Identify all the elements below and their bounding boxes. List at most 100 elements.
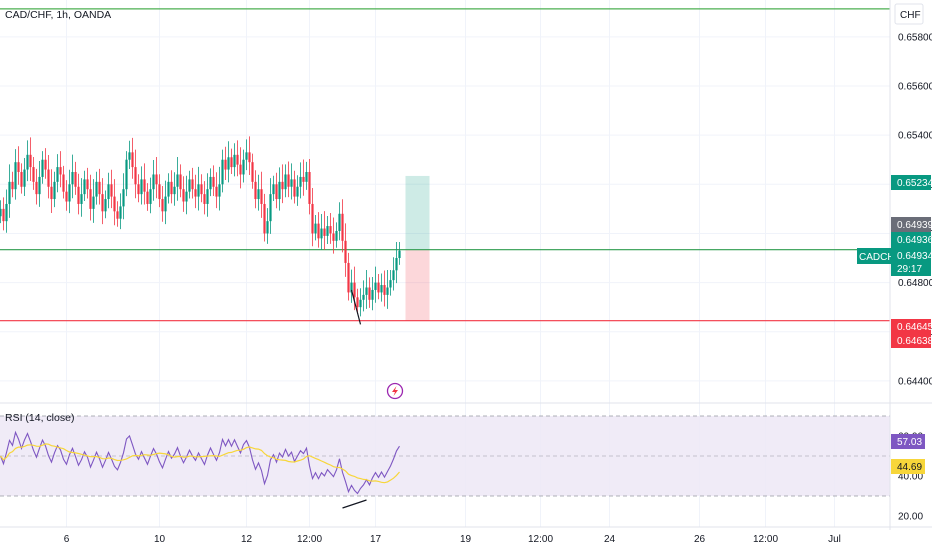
candle-body bbox=[197, 184, 200, 197]
divergence-lines[interactable] bbox=[342, 289, 367, 509]
candle bbox=[17, 146, 20, 185]
candle bbox=[80, 178, 83, 217]
candle-body bbox=[65, 191, 68, 202]
candle bbox=[158, 174, 161, 208]
svg-text:0.65234: 0.65234 bbox=[897, 178, 932, 189]
candle bbox=[29, 137, 32, 182]
time-tick-label: 17 bbox=[370, 534, 382, 545]
candle bbox=[350, 269, 353, 303]
price-divergence-line bbox=[350, 289, 362, 325]
candle-body bbox=[146, 191, 149, 204]
candle bbox=[287, 161, 290, 198]
time-tick-label: 24 bbox=[604, 534, 616, 545]
candle bbox=[284, 164, 287, 198]
svg-text:0.64638: 0.64638 bbox=[897, 336, 932, 347]
candle bbox=[176, 157, 179, 201]
candle bbox=[122, 173, 125, 220]
candle bbox=[131, 137, 134, 179]
candle bbox=[83, 170, 86, 202]
candle-body bbox=[203, 194, 206, 204]
symbol-title[interactable]: CAD/CHF, 1h, OANDA bbox=[5, 9, 111, 21]
candle-body bbox=[38, 176, 41, 195]
candle-body bbox=[122, 189, 125, 207]
candle bbox=[173, 172, 176, 206]
candle-body bbox=[113, 196, 116, 212]
candle bbox=[317, 212, 320, 248]
candle-body bbox=[287, 174, 290, 187]
long-position-tool[interactable] bbox=[405, 175, 430, 321]
svg-text:0.64934: 0.64934 bbox=[897, 251, 932, 262]
candle bbox=[332, 217, 335, 254]
candle bbox=[389, 270, 392, 296]
candle-body bbox=[8, 181, 11, 204]
candle bbox=[185, 175, 188, 215]
candle-body bbox=[305, 172, 308, 182]
last-price-tag: 0.64934 29:17 bbox=[891, 247, 932, 276]
rsi-line bbox=[0, 430, 400, 495]
candle bbox=[59, 151, 62, 188]
candle bbox=[269, 178, 272, 234]
candle bbox=[89, 174, 92, 221]
candle-body bbox=[164, 196, 167, 212]
candle bbox=[119, 193, 122, 230]
candle bbox=[383, 270, 386, 307]
candle bbox=[2, 197, 5, 231]
candle-body bbox=[35, 181, 38, 195]
time-tick-label: 10 bbox=[154, 534, 166, 545]
candle-body bbox=[167, 181, 170, 197]
candle bbox=[20, 163, 23, 194]
candle bbox=[38, 160, 41, 207]
candle-body bbox=[359, 299, 362, 308]
candle bbox=[209, 168, 212, 197]
candle-body bbox=[278, 181, 281, 200]
candle bbox=[254, 170, 257, 209]
candle bbox=[356, 288, 359, 315]
candle bbox=[368, 277, 371, 308]
svg-text:57.03: 57.03 bbox=[897, 437, 922, 448]
profit-zone bbox=[405, 175, 430, 250]
time-axis[interactable]: 6 10 12 12:00 17 19 12:00 24 26 12:00 Jul bbox=[64, 534, 841, 545]
candle bbox=[377, 273, 380, 300]
currency-button[interactable] bbox=[894, 3, 924, 25]
candle-body bbox=[311, 203, 314, 234]
candle-body bbox=[392, 270, 395, 281]
candle bbox=[0, 200, 2, 224]
candle-body bbox=[2, 208, 5, 222]
candle-body bbox=[158, 184, 161, 200]
candle-body bbox=[44, 159, 47, 170]
candle-body bbox=[152, 174, 155, 190]
candle bbox=[371, 276, 374, 311]
candle bbox=[11, 171, 14, 198]
candle-body bbox=[77, 186, 80, 204]
candle-body bbox=[398, 250, 401, 259]
candle-body bbox=[347, 262, 350, 293]
candle-body bbox=[275, 184, 278, 200]
candle-body bbox=[374, 282, 377, 290]
candle-body bbox=[185, 191, 188, 202]
candle bbox=[374, 266, 377, 303]
candle bbox=[68, 169, 71, 214]
candle-body bbox=[176, 174, 179, 187]
candle-body bbox=[155, 174, 158, 185]
time-tick-label: Jul bbox=[828, 534, 841, 545]
candle-body bbox=[101, 194, 104, 212]
candle-body bbox=[260, 189, 263, 204]
candle bbox=[281, 164, 284, 204]
candle bbox=[32, 157, 35, 190]
rsi-value-tag: 57.03 bbox=[891, 434, 925, 449]
candle bbox=[170, 170, 173, 204]
candle-body bbox=[71, 172, 74, 185]
candle bbox=[230, 148, 233, 174]
candle-body bbox=[95, 181, 98, 197]
candle bbox=[365, 270, 368, 309]
lightning-icon[interactable] bbox=[386, 382, 404, 400]
gray-price-tag: 0.64939 bbox=[891, 217, 932, 232]
symbol-tag[interactable]: CADCHF bbox=[857, 248, 901, 264]
candle bbox=[56, 154, 59, 193]
candle bbox=[236, 140, 239, 177]
rsi-title[interactable]: RSI (14, close) bbox=[5, 412, 74, 424]
candle-body bbox=[245, 152, 248, 160]
candle-body bbox=[317, 223, 320, 239]
